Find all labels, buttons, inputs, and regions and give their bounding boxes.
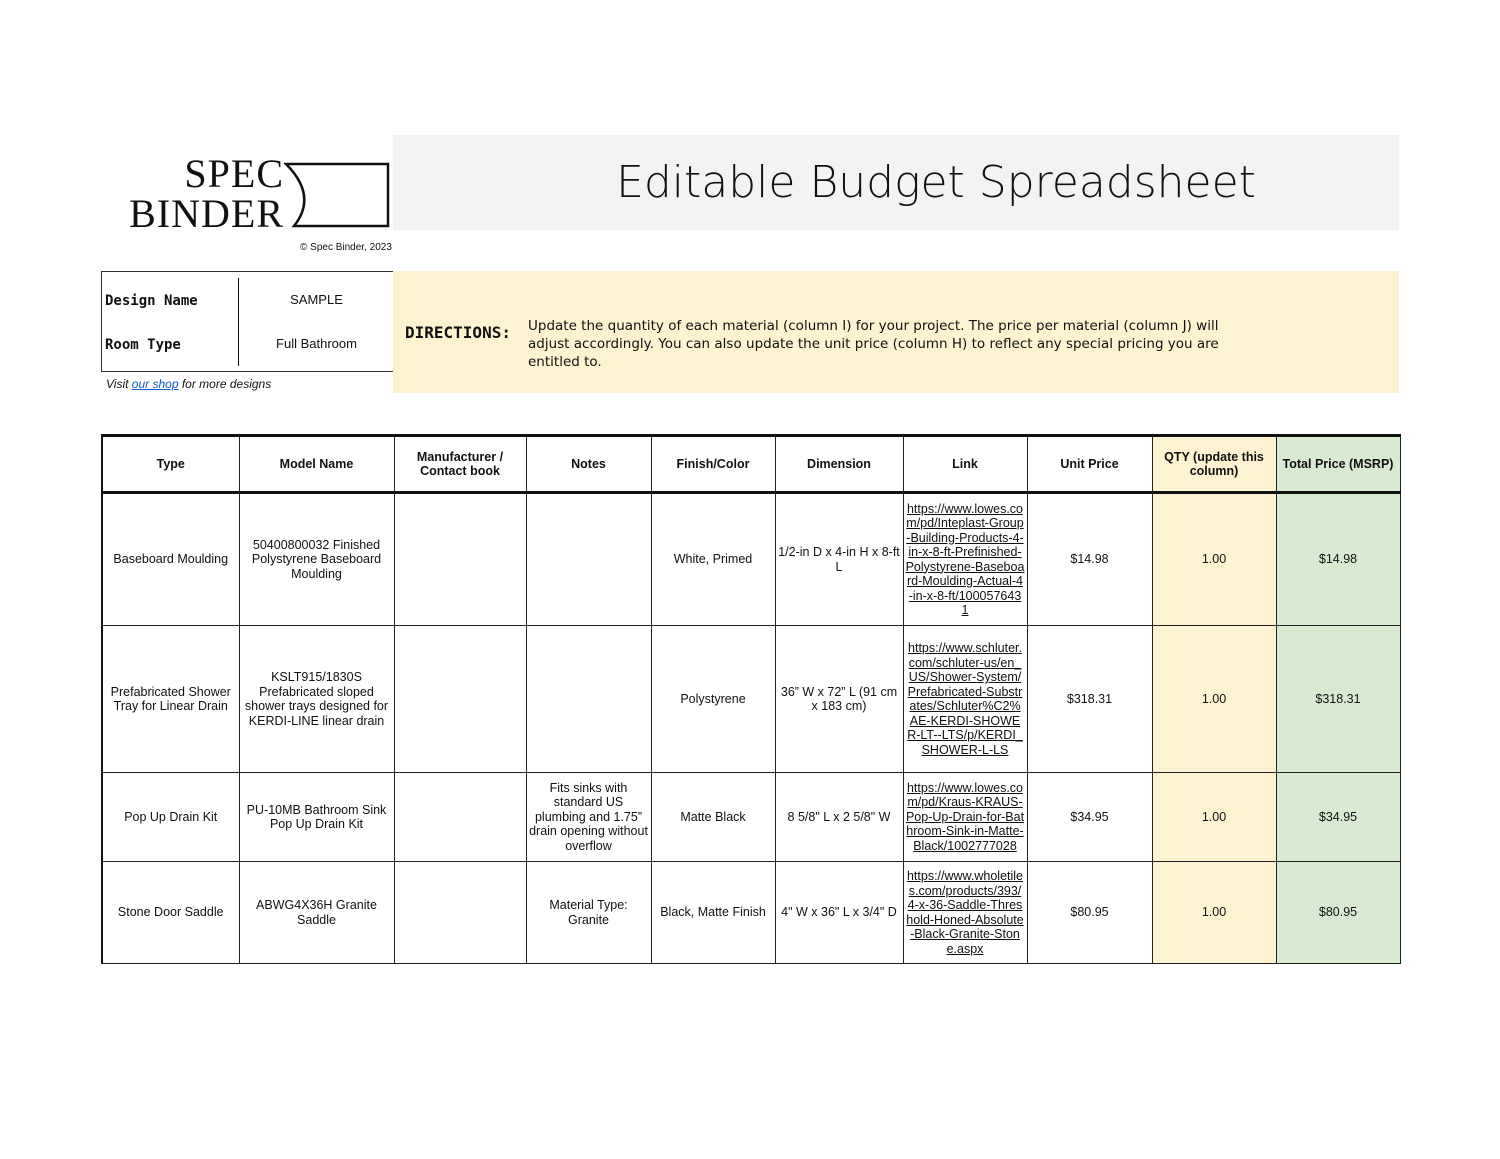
shop-prefix: Visit [106,377,129,391]
cell-link[interactable]: https://www.wholetiles.com/products/393/… [902,861,1028,964]
cell-qty[interactable]: 1.00 [1151,492,1277,626]
cell-model: PU-10MB Bathroom Sink Pop Up Drain Kit [238,772,395,862]
spec-binder-logo: SPEC BINDER [104,154,394,236]
shop-suffix: for more designs [181,377,272,391]
design-name-value[interactable]: SAMPLE [290,292,343,307]
cell-qty[interactable]: 1.00 [1151,861,1277,964]
logo-line-2: BINDER [129,191,284,236]
cell-unit-price[interactable]: $34.95 [1026,772,1153,862]
cell-link[interactable]: https://www.lowes.com/pd/Kraus-KRAUS-Pop… [902,772,1028,862]
cell-manufacturer [393,861,527,964]
cell-manufacturer [393,625,527,773]
column-header: Total Price (MSRP) [1275,434,1401,494]
column-header: Finish/Color [650,434,776,494]
cell-unit-price[interactable]: $318.31 [1026,625,1153,773]
cell-finish: Black, Matte Finish [650,861,776,964]
cell-notes: Fits sinks with standard US plumbing and… [525,772,652,862]
cell-dimension: 1/2-in D x 4-in H x 8-ft L [774,492,904,626]
budget-table: Type Model Name Manufacturer / Contact boo… [101,434,1401,964]
cell-type: Pop Up Drain Kit [101,772,240,862]
cell-notes [525,492,652,626]
cell-manufacturer [393,492,527,626]
cell-notes [525,625,652,773]
directions-text: Update the quantity of each material (co… [528,318,1219,370]
cell-type: Prefabricated Shower Tray for Linear Dra… [101,625,240,773]
cell-link[interactable]: https://www.lowes.com/pd/Inteplast-Group… [902,492,1028,626]
our-shop-link[interactable]: our shop [131,377,179,391]
cell-qty[interactable]: 1.00 [1151,772,1277,862]
column-header: Unit Price [1026,434,1153,494]
shop-note: Visit our shop for more designs [106,377,271,391]
cell-model: KSLT915/1830S Prefabricated sloped showe… [238,625,395,773]
column-header: QTY (update this column) [1151,434,1277,494]
cell-manufacturer [393,772,527,862]
cell-dimension: 4" W x 36" L x 3/4" D [774,861,904,964]
cell-link[interactable]: https://www.schluter.com/schluter-us/en_… [902,625,1028,773]
design-info-box: Design Name SAMPLE Room Type Full Bathro… [101,271,394,372]
table-row: Baseboard Moulding 50400800032 Finished P… [101,492,1401,626]
cell-finish: White, Primed [650,492,776,626]
cell-unit-price[interactable]: $14.98 [1026,492,1153,626]
column-header: Model Name [238,434,395,494]
column-header: Manufacturer / Contact book [393,434,527,494]
room-type-label: Room Type [105,337,181,353]
cell-total: $14.98 [1275,492,1401,626]
column-header: Type [101,434,240,494]
cell-total: $318.31 [1275,625,1401,773]
table-row: Stone Door Saddle ABWG4X36H Granite Saddl… [101,861,1401,964]
cell-model: ABWG4X36H Granite Saddle [238,861,395,964]
table-row: Pop Up Drain Kit PU-10MB Bathroom Sink Po… [101,772,1401,862]
design-name-label: Design Name [105,293,198,309]
column-header: Link [902,434,1028,494]
cell-unit-price[interactable]: $80.95 [1026,861,1153,964]
directions-panel: DIRECTIONS: Update the quantity of each … [393,271,1399,393]
column-header: Notes [525,434,652,494]
table-row: Prefabricated Shower Tray for Linear Dra… [101,625,1401,773]
cell-type: Baseboard Moulding [101,492,240,626]
cell-model: 50400800032 Finished Polystyrene Baseboa… [238,492,395,626]
cell-dimension: 36” W x 72” L (91 cm x 183 cm) [774,625,904,773]
copyright: © Spec Binder, 2023 [300,242,392,253]
cell-notes: Material Type: Granite [525,861,652,964]
logo-shape-icon [284,162,390,228]
page-title: Editable Budget Spreadsheet [616,157,1256,208]
cell-finish: Matte Black [650,772,776,862]
logo-line-1: SPEC [184,151,284,196]
cell-type: Stone Door Saddle [101,861,240,964]
cell-total: $80.95 [1275,861,1401,964]
cell-qty[interactable]: 1.00 [1151,625,1277,773]
cell-total: $34.95 [1275,772,1401,862]
room-type-value[interactable]: Full Bathroom [276,336,357,351]
directions-label: DIRECTIONS: [405,323,511,342]
cell-finish: Polystyrene [650,625,776,773]
title-bar: Editable Budget Spreadsheet [393,135,1399,230]
cell-dimension: 8 5/8" L x 2 5/8" W [774,772,904,862]
column-header: Dimension [774,434,904,494]
